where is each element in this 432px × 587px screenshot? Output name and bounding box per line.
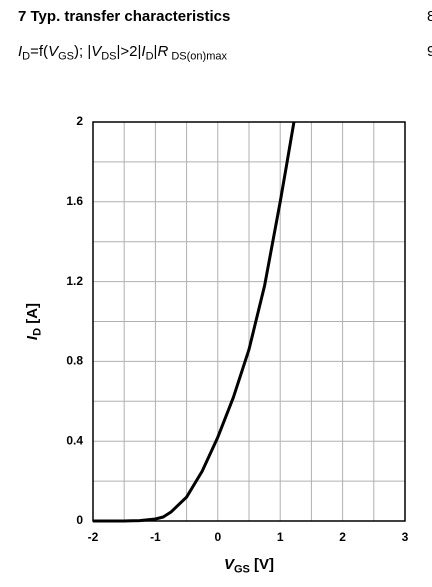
plot-frame <box>92 121 406 522</box>
label-part: GS <box>234 563 250 575</box>
rich-label: ID=f(VGS); |VDS|>2|ID|R DS(on)max <box>18 43 227 62</box>
label-part: [V] <box>250 556 274 573</box>
label-part: V <box>224 556 236 573</box>
label-part: D <box>22 50 30 62</box>
label-part: GS <box>58 50 74 62</box>
data-line <box>93 121 296 523</box>
margin-fragment: 9 <box>427 43 432 60</box>
x-tick-label: 2 <box>339 530 346 544</box>
label-part: D <box>146 50 154 62</box>
label-part: | <box>154 43 158 60</box>
label-part: I <box>24 335 41 340</box>
label-part: I <box>18 43 22 60</box>
label-part: =f( <box>30 43 48 60</box>
label-part: V <box>48 43 60 60</box>
y-tick-label: 1.2 <box>66 274 83 288</box>
y-tick-label: 2 <box>76 114 83 128</box>
y-tick-label: 0 <box>76 513 83 527</box>
label-part: |>2| <box>117 43 142 60</box>
chart-title: 7 Typ. transfer characteristics <box>18 8 230 25</box>
y-tick-label: 1.6 <box>66 194 83 208</box>
x-tick-label: 0 <box>214 530 221 544</box>
x-tick-label: 1 <box>277 530 284 544</box>
rich-label: ID [A] <box>24 303 43 340</box>
y-tick-label: 0.4 <box>66 433 83 447</box>
x-tick-label: 3 <box>402 530 409 544</box>
label-part: [A] <box>24 303 41 328</box>
label-part: D <box>31 328 43 336</box>
label-part: ); | <box>74 43 91 60</box>
label-part: R <box>157 43 168 60</box>
rich-label: VGS [V] <box>224 556 274 575</box>
label-part: I <box>141 43 145 60</box>
label-part: V <box>91 43 103 60</box>
y-tick-label: 0.8 <box>66 354 83 368</box>
label-part: DS <box>101 50 116 62</box>
x-tick-label: -2 <box>88 530 99 544</box>
label-part: DS(on)max <box>168 50 227 62</box>
margin-fragment: 8 <box>427 8 432 25</box>
x-tick-label: -1 <box>150 530 161 544</box>
